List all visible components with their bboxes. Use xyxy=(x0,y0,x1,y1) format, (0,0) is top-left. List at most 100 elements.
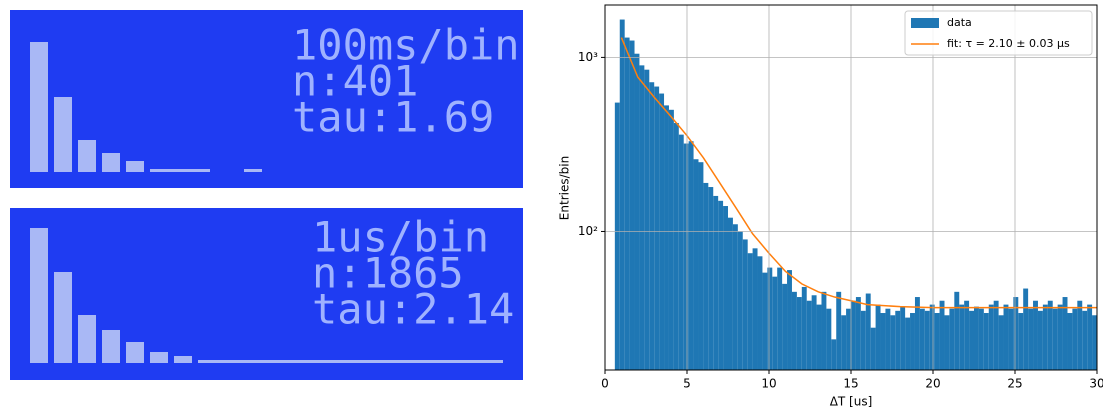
bar xyxy=(747,253,753,370)
bar xyxy=(762,272,768,370)
bar xyxy=(1047,300,1053,370)
bar xyxy=(668,109,674,370)
bar xyxy=(821,291,827,370)
bar xyxy=(801,286,807,370)
bar xyxy=(767,267,773,370)
legend-box xyxy=(904,10,1093,56)
bar xyxy=(939,300,945,370)
bar xyxy=(949,308,955,370)
bar xyxy=(978,308,984,370)
y-tick-label: 10² xyxy=(578,224,598,238)
bar xyxy=(787,270,792,370)
bar xyxy=(1072,308,1078,370)
lcd-bars xyxy=(30,42,503,363)
bar xyxy=(816,304,822,370)
bar xyxy=(737,231,743,370)
bar xyxy=(782,283,788,370)
bar xyxy=(1082,310,1088,370)
lcd-text: tau:2.14 xyxy=(312,285,514,334)
bar xyxy=(654,86,660,370)
bar xyxy=(683,143,689,370)
bar xyxy=(988,304,994,370)
bar xyxy=(703,182,709,370)
bar xyxy=(1037,310,1043,370)
bar xyxy=(954,291,960,370)
bar xyxy=(836,291,842,370)
bar xyxy=(1077,300,1083,370)
bar xyxy=(1092,315,1097,370)
legend-swatch xyxy=(911,18,939,28)
y-tick-label: 10³ xyxy=(578,50,598,64)
fit-line xyxy=(620,37,1097,309)
bar xyxy=(934,313,940,370)
x-axis-label: ΔT [us] xyxy=(830,395,873,409)
bar xyxy=(1023,288,1029,370)
lcd-text: tau:1.69 xyxy=(292,93,494,142)
legend-label: fit: τ = 2.10 ± 0.03 μs xyxy=(947,37,1070,50)
bar xyxy=(698,162,704,370)
bar xyxy=(624,37,630,370)
bar xyxy=(910,313,915,370)
bar xyxy=(757,256,763,370)
bar xyxy=(777,267,783,370)
bar xyxy=(791,291,797,370)
bar xyxy=(796,297,802,370)
bar xyxy=(1003,304,1009,370)
bar xyxy=(993,300,999,370)
lcd-text: n:401 xyxy=(292,57,418,106)
x-tick-label: 20 xyxy=(925,377,940,391)
bar xyxy=(1062,297,1068,370)
bar xyxy=(870,327,876,370)
bar xyxy=(619,19,625,370)
bar xyxy=(895,310,901,370)
bar xyxy=(924,310,930,370)
bar xyxy=(959,304,965,370)
bar xyxy=(742,239,748,370)
bar xyxy=(964,300,970,370)
bar xyxy=(944,315,950,370)
x-tick-label: 0 xyxy=(601,377,609,391)
bar xyxy=(841,315,847,370)
bar xyxy=(1087,304,1093,370)
bar xyxy=(664,105,669,370)
plot-area xyxy=(614,19,1097,370)
lcd-text: 1us/bin xyxy=(312,213,489,262)
bar xyxy=(855,297,861,370)
bar xyxy=(974,306,979,370)
bar xyxy=(718,200,724,370)
bar xyxy=(713,195,719,370)
bar xyxy=(900,306,906,370)
bar xyxy=(831,339,837,370)
bar xyxy=(688,141,694,370)
bar xyxy=(826,308,832,370)
bar xyxy=(1057,304,1063,370)
bar xyxy=(875,304,881,370)
bar xyxy=(1028,308,1034,370)
bar xyxy=(806,300,812,370)
bar xyxy=(880,313,886,370)
bar xyxy=(649,82,655,370)
bar xyxy=(614,102,620,370)
bar xyxy=(639,65,645,370)
bar xyxy=(629,40,635,370)
bar xyxy=(1033,300,1038,370)
bar xyxy=(723,206,728,370)
x-tick-label: 15 xyxy=(843,377,858,391)
bar xyxy=(929,304,935,370)
bar xyxy=(905,317,911,370)
bar xyxy=(634,53,640,370)
lcd-text: n:1865 xyxy=(312,249,464,298)
bar xyxy=(732,224,738,370)
bar xyxy=(860,310,866,370)
bar xyxy=(998,315,1004,370)
lcd-text: 100ms/bin xyxy=(292,21,520,70)
bar xyxy=(811,295,817,370)
bar xyxy=(678,134,684,370)
bar xyxy=(1018,313,1024,370)
bar xyxy=(772,276,778,370)
bar xyxy=(914,297,920,370)
bar xyxy=(1042,304,1048,370)
bar xyxy=(865,293,871,370)
